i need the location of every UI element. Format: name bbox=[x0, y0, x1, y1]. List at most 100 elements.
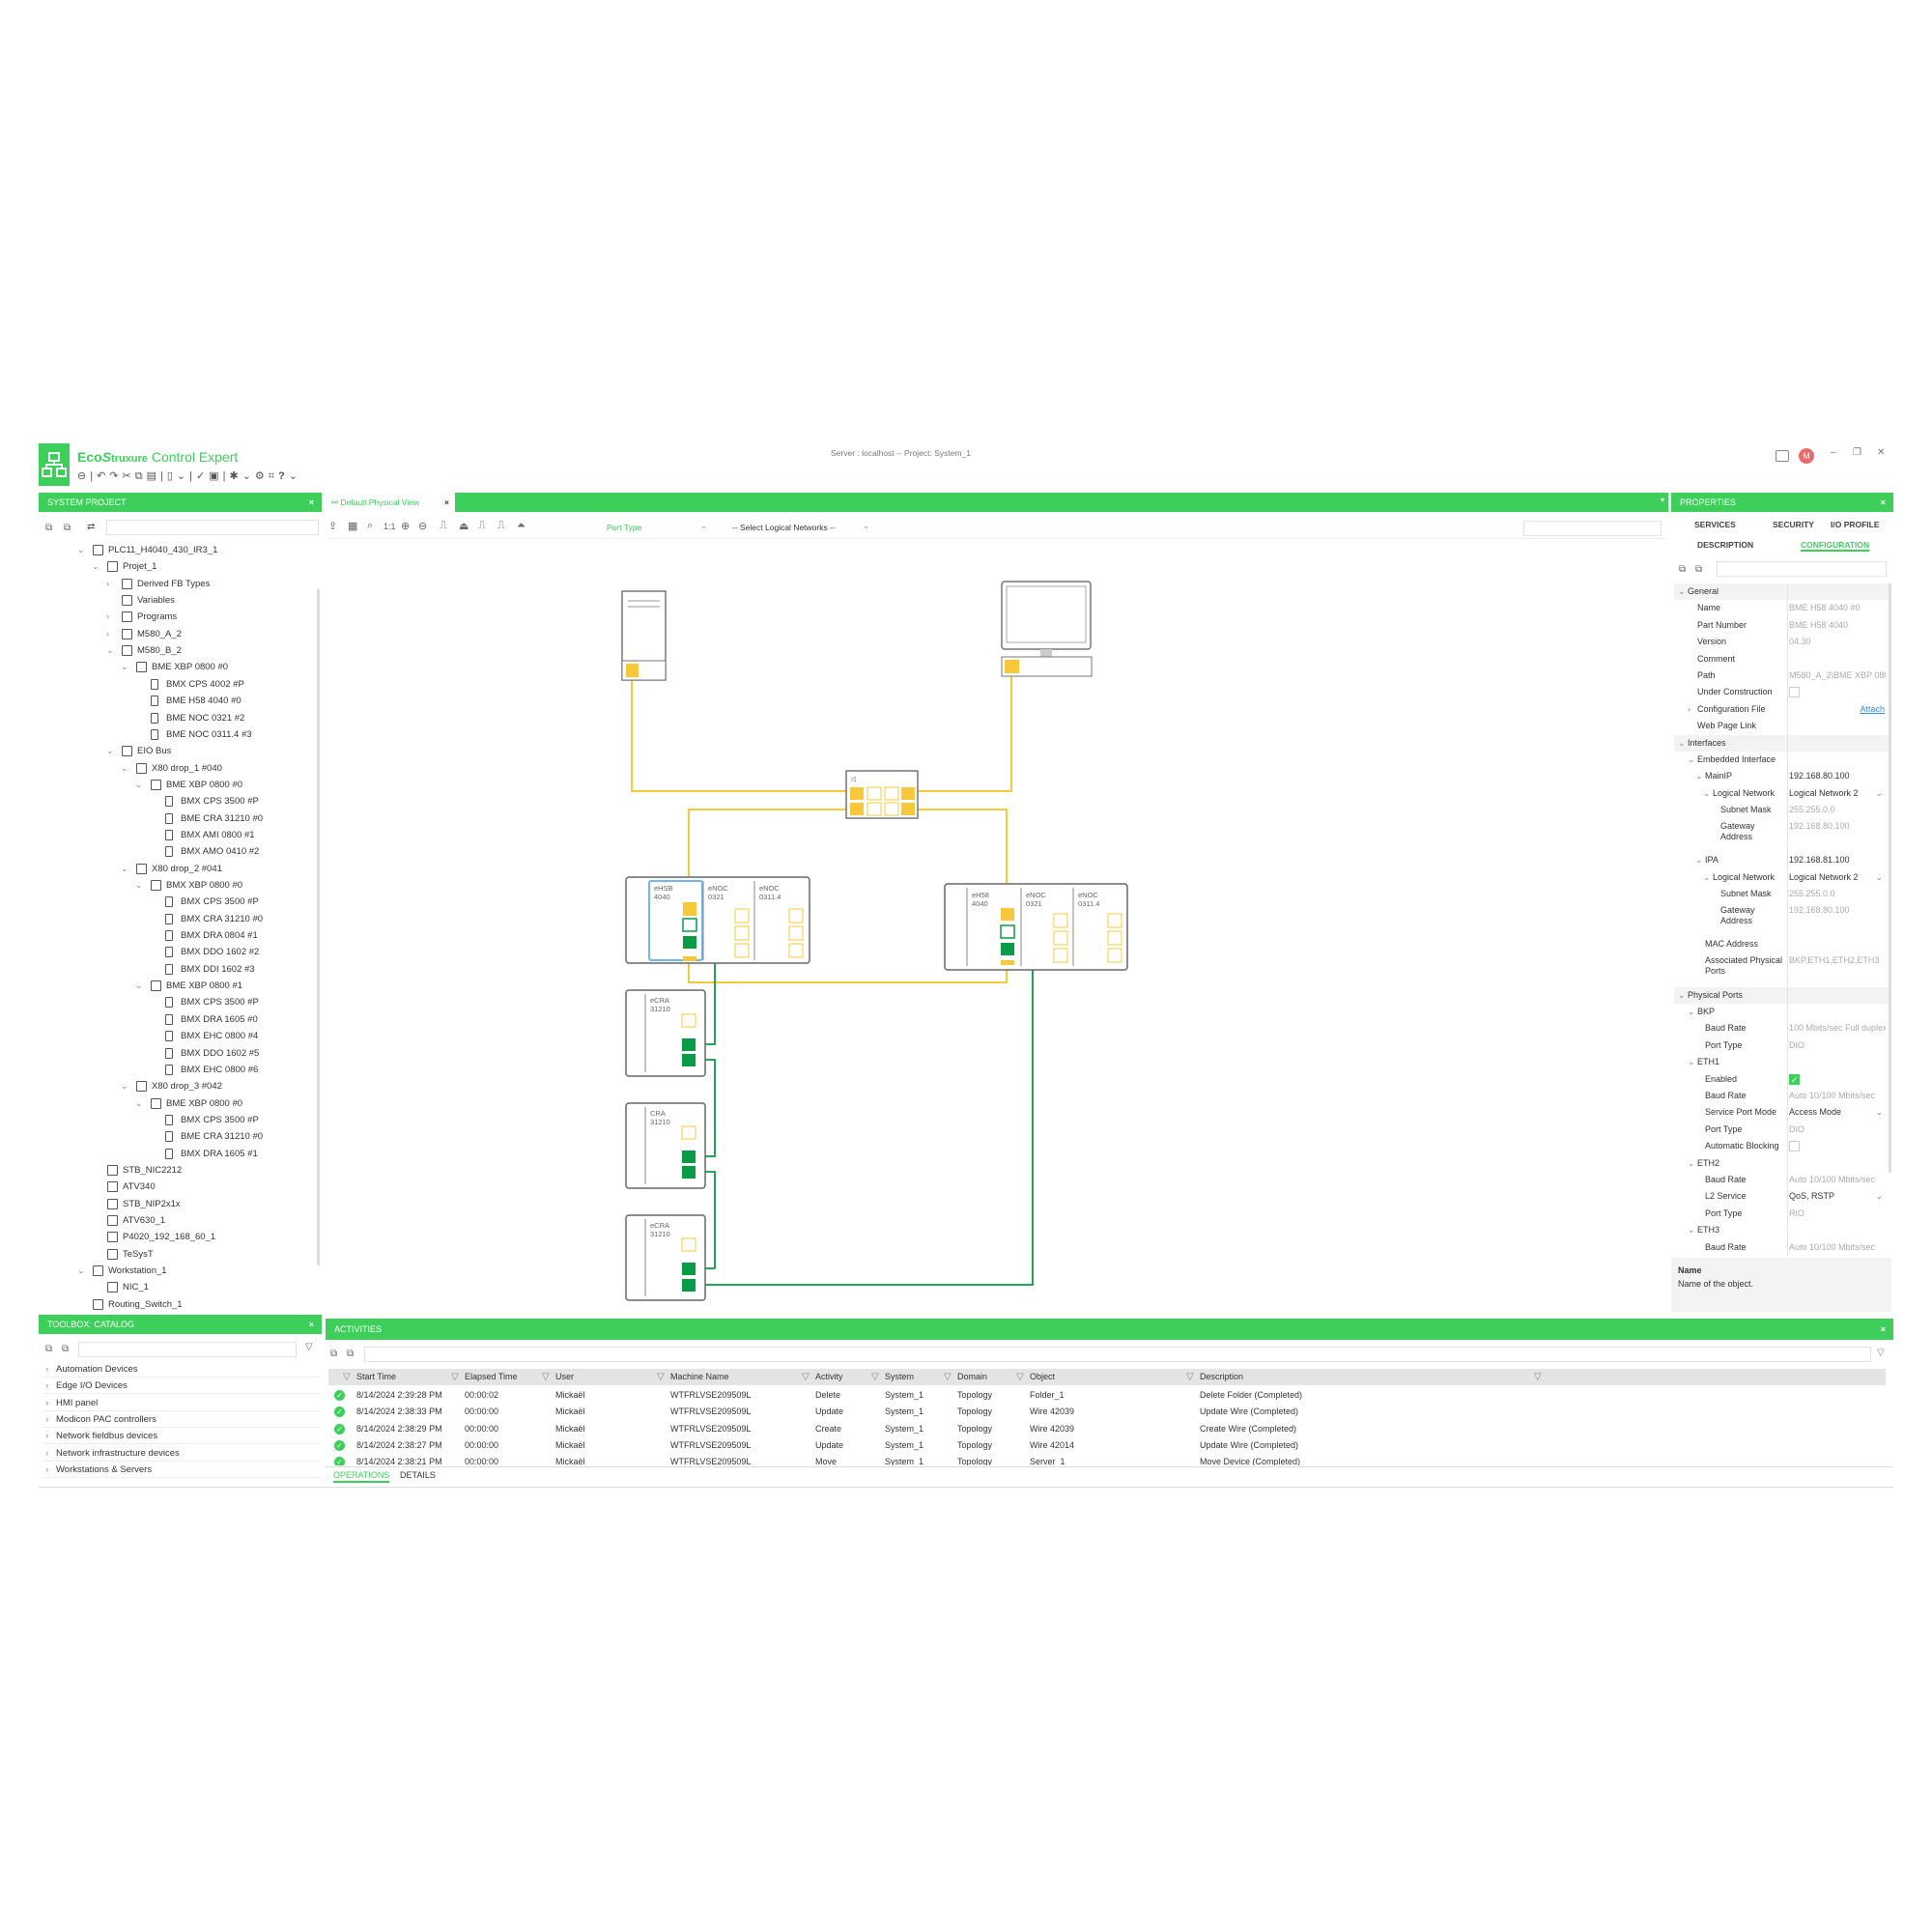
tab-details[interactable]: DETAILS bbox=[400, 1470, 436, 1480]
tree-item[interactable]: BMX CPS 3500 #P bbox=[39, 793, 317, 810]
properties-search-input[interactable] bbox=[1717, 561, 1887, 577]
property-section[interactable]: ⌄ Physical Ports bbox=[1674, 986, 1889, 1004]
chevron-down-icon[interactable]: ⌄ bbox=[121, 863, 128, 873]
arrange-icon[interactable]: ⏶ bbox=[517, 520, 526, 531]
property-row[interactable]: Baud Rate Auto 10/100 Mbits/sec bbox=[1674, 1239, 1889, 1256]
tree-item[interactable]: BMX CRA 31210 #0 bbox=[39, 911, 317, 927]
tree-item[interactable]: ⌄ Workstation_1 bbox=[39, 1263, 317, 1279]
chevron-down-icon[interactable]: ⌄ bbox=[1695, 855, 1703, 866]
routing-switch-device[interactable]: ⤨ bbox=[845, 770, 919, 819]
chevron-right-icon[interactable]: › bbox=[106, 628, 109, 639]
column-filter-icon[interactable]: ▽ bbox=[542, 1372, 550, 1382]
tree-item[interactable]: BMX AMO 0410 #2 bbox=[39, 843, 317, 860]
tree-item[interactable]: BMX DDO 1602 #5 bbox=[39, 1045, 317, 1062]
catalog-category[interactable]: Modicon PAC controllers bbox=[43, 1411, 321, 1428]
chevron-down-icon[interactable]: ⌄ bbox=[106, 645, 114, 656]
chevron-down-icon[interactable]: ⌄ bbox=[1875, 787, 1883, 798]
tree-item[interactable]: ⌄ BME XBP 0800 #0 bbox=[39, 659, 317, 675]
tree-item[interactable]: STB_NIC2212 bbox=[39, 1162, 317, 1179]
tree-item[interactable]: ⌄ X80 drop_2 #041 bbox=[39, 861, 317, 877]
catalog-category[interactable]: Edge I/O Devices bbox=[43, 1378, 321, 1395]
column-filter-icon[interactable]: ▽ bbox=[1534, 1372, 1542, 1382]
expand-all-icon[interactable]: ⧉ bbox=[45, 1344, 53, 1354]
catalog-category[interactable]: Workstations & Servers bbox=[43, 1462, 321, 1478]
chevron-down-icon[interactable]: ⌄ bbox=[135, 980, 143, 991]
tree-item[interactable]: BMX CPS 3500 #P bbox=[39, 994, 317, 1010]
checkbox[interactable] bbox=[1789, 687, 1800, 698]
tree-item[interactable]: BMX AMI 0800 #1 bbox=[39, 827, 317, 843]
tree-item[interactable]: TeSysT bbox=[39, 1246, 317, 1263]
close-icon[interactable]: × bbox=[1880, 497, 1886, 507]
catalog-category[interactable]: Automation Devices bbox=[43, 1361, 321, 1378]
chevron-down-icon[interactable]: ⌄ bbox=[135, 1097, 143, 1108]
attach-link[interactable]: Attach bbox=[1860, 703, 1885, 714]
tree-item[interactable]: ⌄ M580_B_2 bbox=[39, 642, 317, 659]
tab-operations[interactable]: OPERATIONS bbox=[333, 1470, 390, 1483]
chevron-right-icon[interactable]: › bbox=[106, 611, 109, 622]
property-row[interactable]: Gateway Address 192.168.80.100 bbox=[1674, 903, 1889, 937]
undo-icon[interactable]: ↶ bbox=[97, 470, 110, 482]
chat-icon[interactable] bbox=[1776, 450, 1789, 462]
tree-item[interactable]: › Programs bbox=[39, 609, 317, 625]
property-row[interactable]: Gateway Address 192.168.80.100 bbox=[1674, 819, 1889, 853]
chevron-down-icon[interactable]: ⌄ bbox=[77, 1265, 85, 1276]
chevron-down-icon[interactable]: ⌄ bbox=[121, 1081, 128, 1092]
tree-item[interactable]: ATV340 bbox=[39, 1179, 317, 1195]
copy-icon[interactable]: ⧉ bbox=[134, 470, 147, 482]
chevron-down-icon[interactable]: ⌄ bbox=[92, 561, 99, 572]
column-filter-icon[interactable]: ▽ bbox=[802, 1372, 810, 1382]
table-row[interactable]: ✓ 8/14/2024 2:38:33 PM 00:00:00 Mickaël WTFR… bbox=[328, 1404, 1886, 1420]
close-window-icon[interactable]: ✕ bbox=[1877, 447, 1886, 458]
chevron-down-icon[interactable]: ⌄ bbox=[1678, 989, 1686, 1000]
chevron-down-icon[interactable]: ⌄ bbox=[135, 779, 143, 789]
chevron-down-icon[interactable]: ⌄ bbox=[1875, 1191, 1883, 1202]
chevron-down-icon[interactable]: ⌄ bbox=[1703, 871, 1711, 882]
property-dropdown[interactable]: QoS, RSTP bbox=[1789, 1191, 1835, 1202]
user-avatar[interactable]: M bbox=[1799, 448, 1814, 464]
column-header[interactable]: Object bbox=[1030, 1372, 1056, 1381]
tree-item[interactable]: BME NOC 0321 #2 bbox=[39, 710, 317, 726]
property-row[interactable]: Service Port Mode Access Mode ⌄ bbox=[1674, 1104, 1889, 1121]
zoom-1to1-button[interactable]: 1:1 bbox=[384, 522, 396, 531]
property-row[interactable]: Name BME H58 4040 #0 bbox=[1674, 600, 1889, 616]
tab-security[interactable]: SECURITY bbox=[1773, 520, 1814, 529]
column-header[interactable]: System bbox=[885, 1372, 915, 1381]
check-icon[interactable]: ✓ bbox=[196, 470, 210, 482]
property-row[interactable]: Baud Rate Auto 10/100 Mbits/sec bbox=[1674, 1088, 1889, 1104]
column-filter-icon[interactable]: ▽ bbox=[657, 1372, 665, 1382]
export-icon[interactable]: ⇪ bbox=[328, 521, 338, 532]
close-icon[interactable]: × bbox=[1880, 1324, 1886, 1334]
property-dropdown[interactable]: Logical Network 2 bbox=[1789, 787, 1859, 798]
chevron-down-icon[interactable]: ⌄ bbox=[1678, 737, 1686, 748]
tree-item[interactable]: Routing_Switch_1 bbox=[39, 1296, 317, 1313]
align-top-icon[interactable]: ⎍ bbox=[440, 520, 447, 531]
properties-column-divider[interactable] bbox=[1787, 583, 1788, 1256]
workstation-device[interactable] bbox=[1001, 581, 1093, 677]
tree-item[interactable]: NIC_1 bbox=[39, 1279, 317, 1295]
column-header[interactable]: Elapsed Time bbox=[465, 1372, 518, 1381]
app-logo[interactable] bbox=[39, 443, 70, 486]
property-row[interactable]: ⌄ Logical Network Logical Network 2 ⌄ bbox=[1674, 785, 1889, 802]
property-row[interactable]: Part Number BME H58 4040 bbox=[1674, 617, 1889, 634]
tree-item[interactable]: ⌄ BMX XBP 0800 #0 bbox=[39, 877, 317, 894]
chevron-down-icon[interactable]: ⌄ bbox=[863, 521, 870, 530]
filter-icon[interactable]: ▽ bbox=[305, 1342, 313, 1352]
column-filter-icon[interactable]: ▽ bbox=[451, 1372, 459, 1382]
panel-menu-icon[interactable]: ▾ bbox=[1660, 496, 1664, 504]
redo-icon[interactable]: ↷ bbox=[109, 470, 123, 482]
property-row[interactable]: Web Page Link bbox=[1674, 718, 1889, 734]
help-icon[interactable]: ?⌄ bbox=[278, 470, 301, 482]
chevron-down-icon[interactable]: ⌄ bbox=[106, 746, 114, 756]
table-row[interactable]: ✓ 8/14/2024 2:38:29 PM 00:00:00 Mickaël WTFR… bbox=[328, 1421, 1886, 1437]
restore-icon[interactable]: ❐ bbox=[1853, 447, 1861, 458]
logical-networks-dropdown[interactable]: -- Select Logical Networks -- bbox=[732, 523, 836, 532]
catalog-search-input[interactable] bbox=[78, 1342, 297, 1357]
chevron-down-icon[interactable]: ⌄ bbox=[1688, 1157, 1695, 1168]
layout-icon[interactable]: ▯⌄ bbox=[166, 470, 190, 482]
chevron-down-icon[interactable]: ⌄ bbox=[1703, 787, 1711, 798]
tree-item[interactable]: Variables bbox=[39, 592, 317, 609]
chevron-down-icon[interactable]: ⌄ bbox=[135, 880, 143, 890]
column-header[interactable]: Domain bbox=[957, 1372, 988, 1381]
